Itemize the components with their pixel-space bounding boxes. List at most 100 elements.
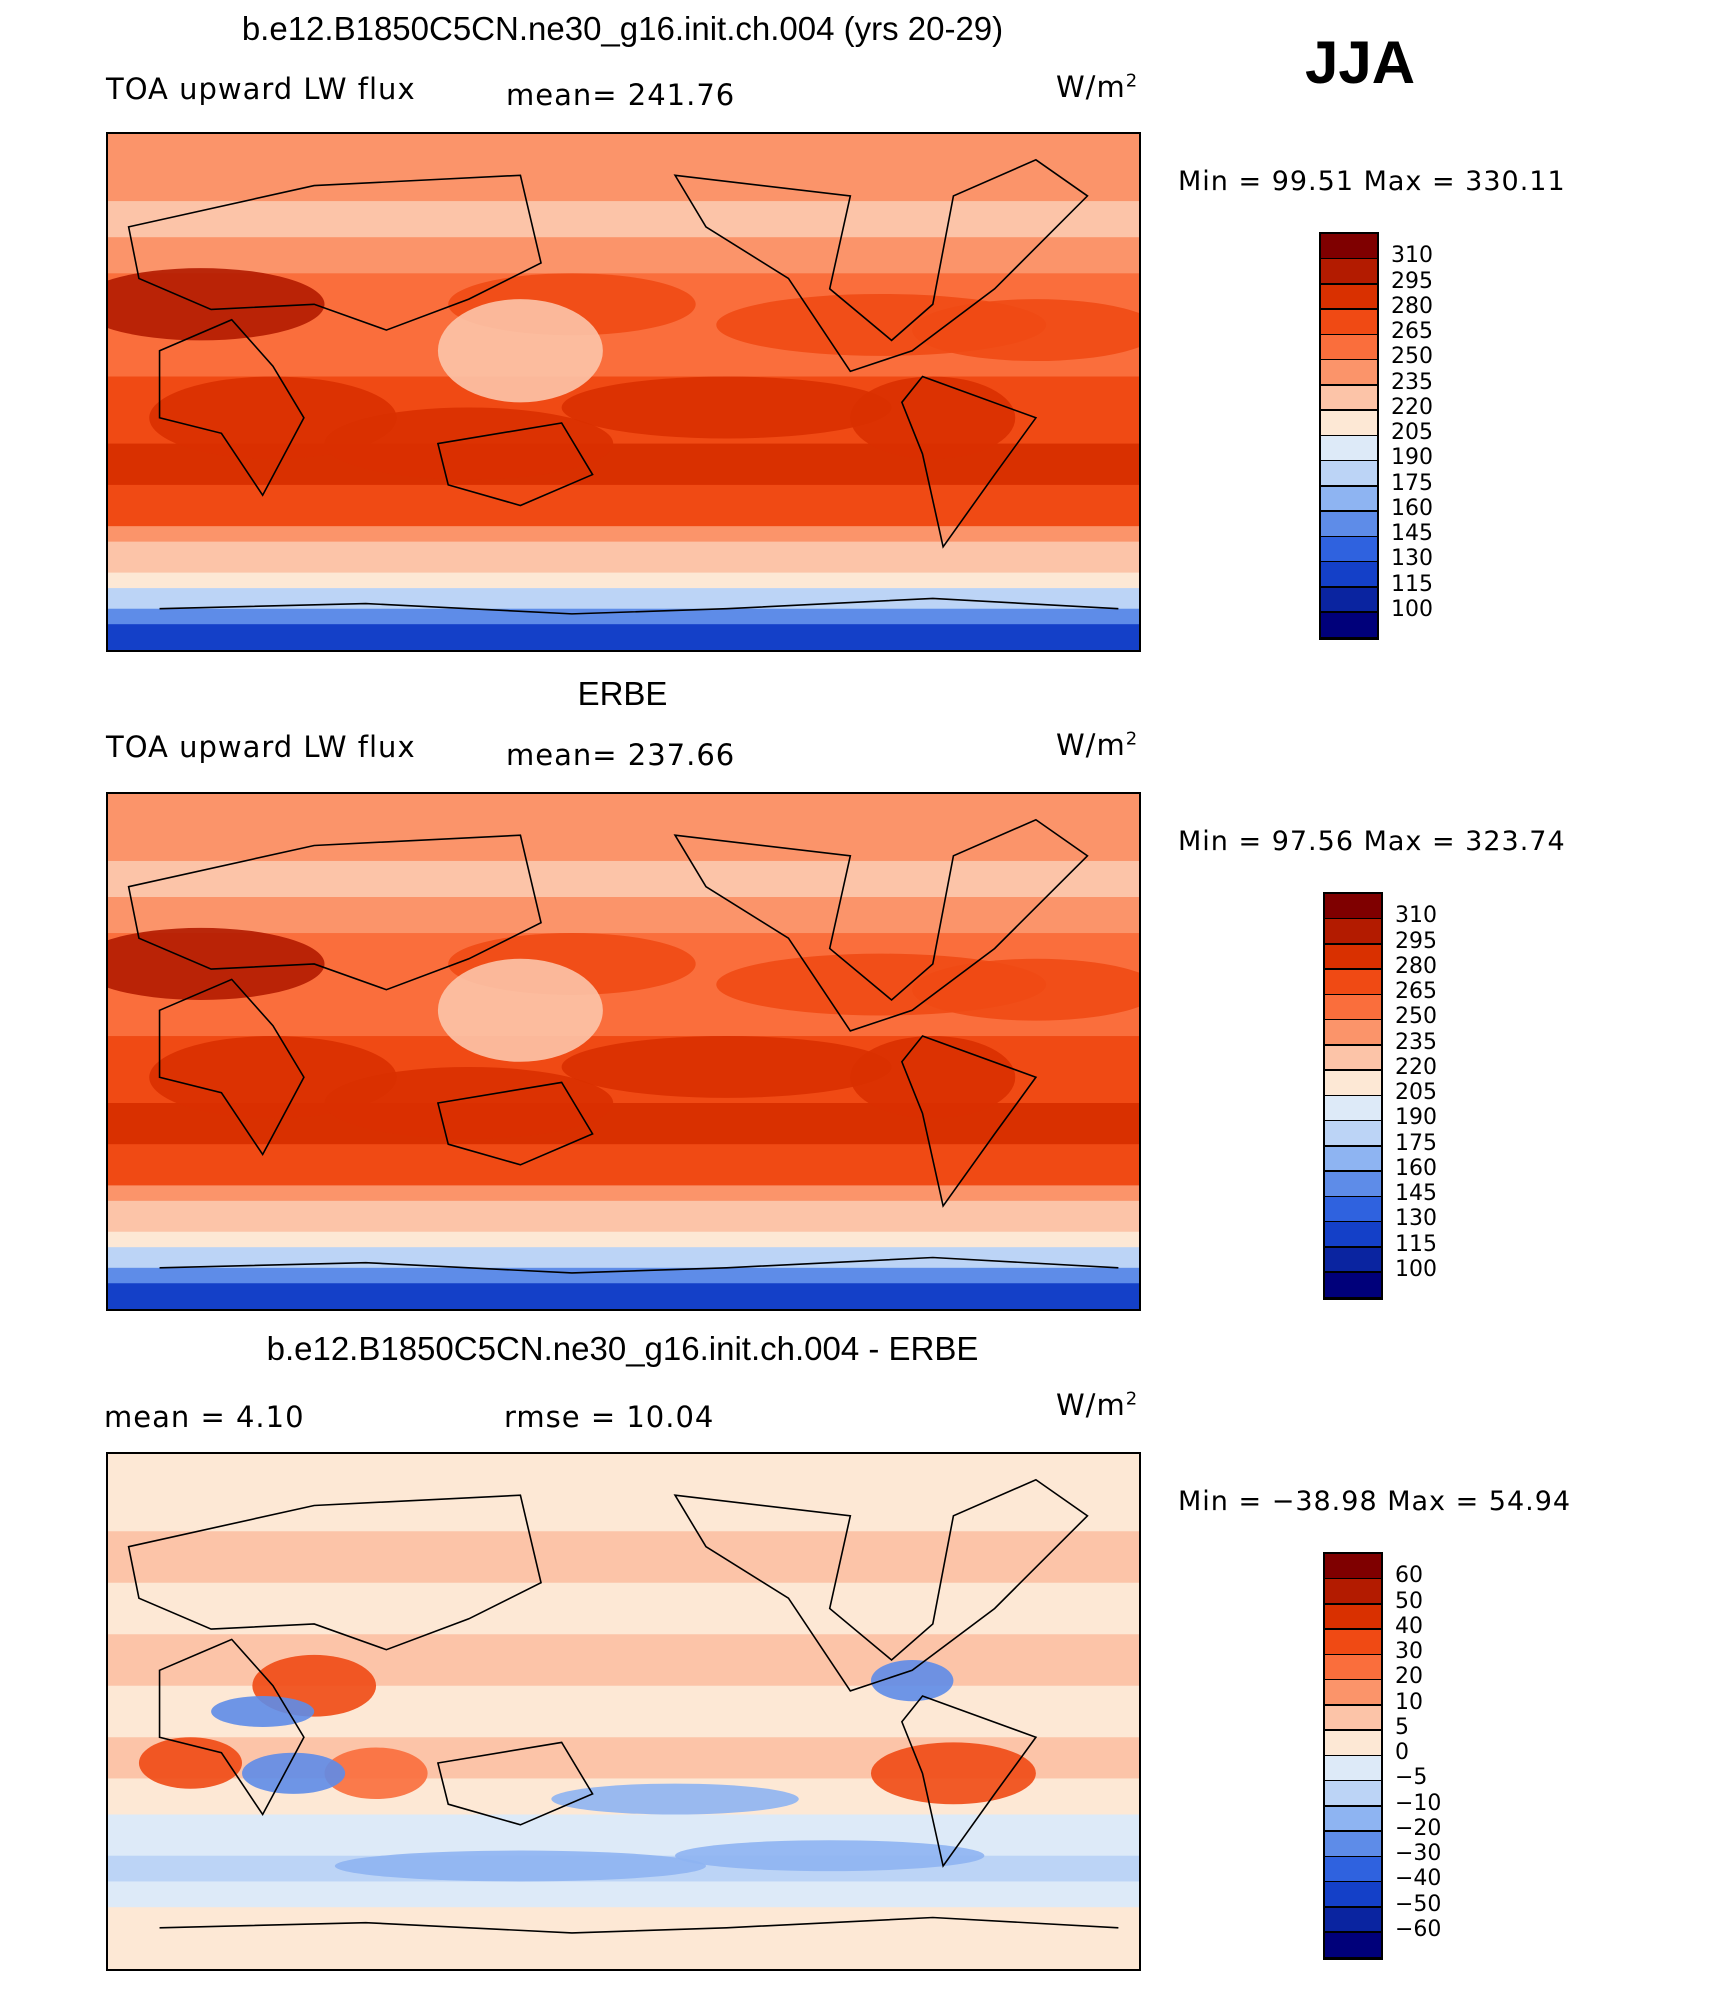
colorbar-tick-label: −30	[1395, 1841, 1442, 1866]
colorbar-tick-label: 100	[1391, 596, 1433, 622]
colorbar-box	[1325, 1146, 1381, 1171]
colorbar-box	[1325, 1831, 1381, 1856]
coastline	[160, 1918, 1119, 1933]
field-anomaly	[211, 1696, 315, 1727]
coastline	[129, 835, 541, 990]
colorbar-tick-label: −40	[1395, 1866, 1442, 1892]
panel2-variable-label: TOA upward LW flux	[106, 730, 416, 764]
colorbar-box	[1325, 1680, 1381, 1704]
colorbar-tick-label: 30	[1395, 1639, 1423, 1664]
colorbar-tick-label: 60	[1395, 1563, 1423, 1589]
colorbar-box	[1325, 944, 1381, 969]
colorbar-tick-label: 145	[1395, 1181, 1437, 1206]
coastline	[902, 1036, 1036, 1206]
colorbar-box	[1321, 537, 1377, 561]
colorbar-box	[1325, 1096, 1381, 1120]
colorbar-tick-label: 175	[1391, 470, 1433, 496]
panel2-mean-label: mean= 237.66	[506, 738, 736, 772]
field-band	[108, 237, 1139, 275]
colorbar-tick-label: −5	[1395, 1765, 1428, 1791]
panel2-colorbar	[1323, 892, 1383, 1300]
colorbar-box	[1321, 562, 1377, 586]
panel3-minmax: Min = −38.98 Max = 54.94	[1178, 1486, 1572, 1517]
colorbar-box	[1321, 234, 1377, 258]
panel1-colorbar	[1319, 232, 1379, 640]
panel3-units: W/m2	[1056, 1388, 1139, 1422]
colorbar-tick-label: 190	[1391, 445, 1433, 471]
colorbar-tick-label: 5	[1395, 1714, 1409, 1740]
colorbar-box	[1325, 1655, 1381, 1679]
panel3-rmse-label: rmse = 10.04	[504, 1400, 715, 1434]
panel1-units: W/m2	[1056, 70, 1139, 104]
coastline	[160, 320, 304, 495]
coastline-group	[129, 820, 1119, 1273]
field-band	[108, 1907, 1139, 1969]
colorbar-tick-label: 265	[1395, 979, 1437, 1004]
field-band	[108, 1582, 1139, 1636]
colorbar-box	[1325, 1604, 1381, 1629]
colorbar-tick-label: 250	[1391, 344, 1433, 370]
field-band	[108, 897, 1139, 935]
colorbar-box	[1321, 309, 1377, 334]
colorbar-tick-label: 295	[1391, 268, 1433, 294]
panel1-minmax: Min = 99.51 Max = 330.11	[1178, 166, 1566, 197]
colorbar-tick-label: 220	[1391, 394, 1433, 420]
colorbar-tick-label: 205	[1391, 420, 1433, 445]
colorbar-tick-label: 145	[1391, 521, 1433, 546]
colorbar-box	[1325, 1070, 1381, 1095]
colorbar-box	[1325, 1197, 1381, 1221]
colorbar-box	[1325, 1882, 1381, 1906]
colorbar-tick-label: 205	[1395, 1080, 1437, 1105]
colorbar-tick-label: 0	[1395, 1740, 1409, 1765]
field-anomaly	[242, 1752, 346, 1794]
panel3-colorbar	[1323, 1552, 1383, 1960]
field-anomaly	[912, 958, 1139, 1021]
field-band	[108, 134, 1139, 203]
field-band	[108, 484, 1139, 528]
colorbar-tick-label: 250	[1395, 1004, 1437, 1030]
field-band	[108, 860, 1139, 898]
field-anomaly	[108, 268, 325, 341]
colorbar-box	[1325, 995, 1381, 1019]
coastline	[675, 820, 1087, 1031]
colorbar-tick-label: 265	[1391, 319, 1433, 344]
panel3-title: b.e12.B1850C5CN.ne30_g16.init.ch.004 - E…	[266, 1330, 979, 1367]
colorbar-box	[1321, 587, 1377, 612]
colorbar-tick-label: −60	[1395, 1916, 1442, 1942]
coastline	[160, 979, 304, 1154]
colorbar-box	[1325, 919, 1381, 943]
colorbar-box	[1325, 1781, 1381, 1805]
field-band	[108, 1814, 1139, 1857]
colorbar-box	[1321, 385, 1377, 410]
field-anomaly	[850, 1036, 1016, 1119]
field-band	[108, 1200, 1139, 1233]
field-band	[108, 1283, 1139, 1309]
coastline	[160, 598, 1119, 613]
field-anomaly	[437, 299, 603, 403]
coastline	[129, 1495, 541, 1650]
field-anomaly	[675, 1840, 985, 1872]
colorbar-tick-label: 115	[1395, 1231, 1437, 1257]
field-band	[108, 794, 1139, 862]
coastline	[438, 1082, 593, 1164]
colorbar-box	[1325, 1756, 1381, 1780]
field-band	[108, 1231, 1139, 1249]
colorbar-tick-label: 310	[1391, 243, 1433, 269]
colorbar-tick-label: 175	[1395, 1130, 1437, 1156]
colorbar-box	[1325, 1222, 1381, 1246]
colorbar-tick-label: 40	[1395, 1613, 1423, 1639]
panel1-mean-label: mean= 241.76	[506, 78, 736, 112]
coastline	[438, 1742, 593, 1824]
panel1-title: b.e12.B1850C5CN.ne30_g16.init.ch.004 (yr…	[241, 10, 1004, 47]
coastline	[129, 175, 541, 330]
field-band	[108, 1881, 1139, 1909]
panel2-minmax: Min = 97.56 Max = 323.74	[1178, 826, 1566, 857]
colorbar-tick-label: 130	[1395, 1206, 1437, 1232]
colorbar-tick-label: 295	[1395, 928, 1437, 954]
colorbar-box	[1321, 259, 1377, 283]
coastline-group	[129, 160, 1119, 614]
colorbar-box	[1325, 1272, 1381, 1297]
colorbar-box	[1321, 335, 1377, 359]
colorbar-box	[1325, 1730, 1381, 1755]
colorbar-box	[1321, 410, 1377, 435]
